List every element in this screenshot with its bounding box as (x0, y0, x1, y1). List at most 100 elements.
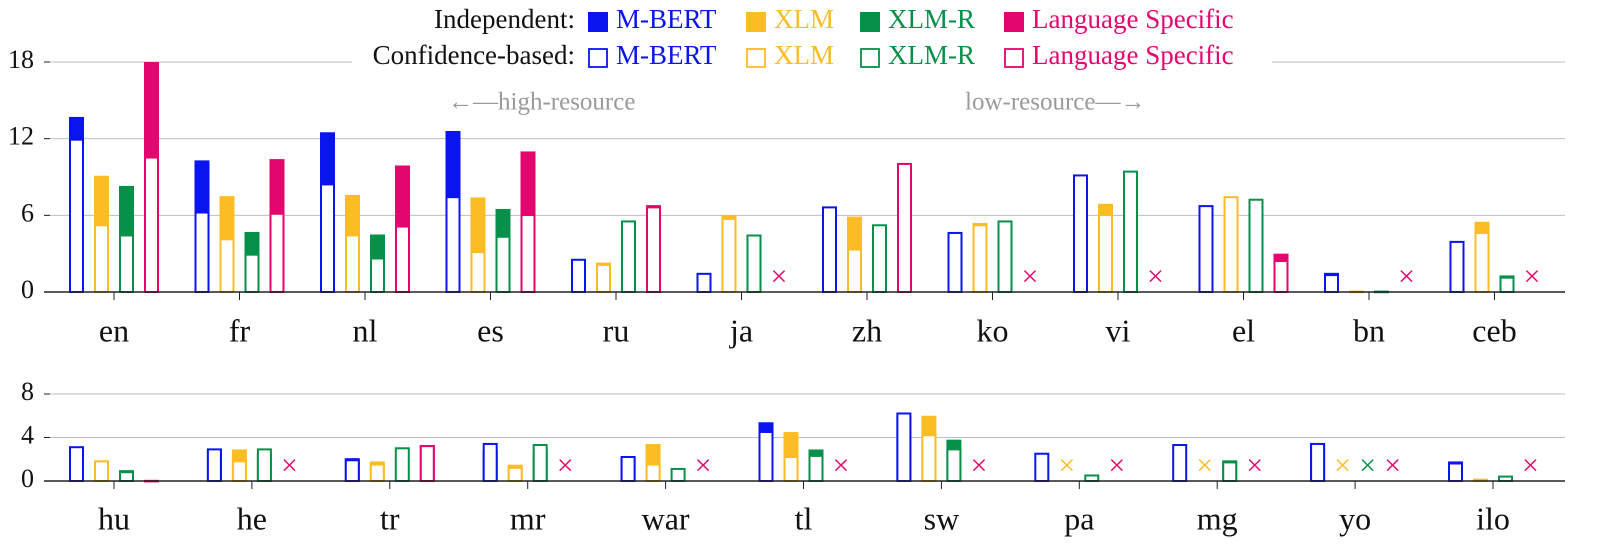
bar-confidence-xlmr-war (670, 467, 686, 483)
x-tick-label-war: war (642, 500, 690, 536)
bar-confidence-xlmr-el (1248, 198, 1264, 294)
bar-confidence-mbert-tr (344, 459, 360, 482)
x-tick-label-tl: tl (795, 500, 813, 536)
bar-confidence-mbert-zh (822, 206, 837, 293)
bar-confidence-mbert-he (206, 448, 222, 482)
bar-confidence-mbert-nl (320, 183, 335, 293)
bar-confidence-xlm-fr (219, 238, 235, 293)
bar-confidence-mbert-es (445, 196, 461, 294)
legend-swatch-independent-mbert (588, 12, 608, 32)
bar-confidence-mbert-ceb (1449, 240, 1465, 293)
legend-label-independent-language-specific: Language Specific (1032, 4, 1234, 34)
bar-confidence-xlm-es (470, 251, 486, 294)
bar-confidence-xlmr-es (495, 235, 511, 293)
missing-marker-language-specific-ceb: × (1524, 260, 1541, 293)
x-tick-label-ko: ko (977, 312, 1009, 348)
legend-items: M-BERT M-BERT XLM XLM XLM-R XLM-R Language Spe… (588, 4, 1234, 70)
x-tick-label-mg: mg (1197, 500, 1238, 536)
bar-confidence-xlmr-mg (1222, 461, 1238, 482)
x-tick-label-tr: tr (380, 500, 400, 536)
x-tick-label-pa: pa (1064, 500, 1094, 536)
bar-confidence-language-specific-zh (897, 162, 912, 293)
bar-confidence-mbert-ko (947, 231, 963, 293)
bar-confidence-xlm-vi (1098, 214, 1113, 293)
bar-confidence-xlmr-fr (244, 253, 260, 294)
x-tick-label-ja: ja (729, 312, 753, 348)
y-tick-label: 0 (21, 464, 34, 493)
bar-confidence-xlm-tr (369, 463, 385, 483)
bar-confidence-xlm-ja (721, 217, 737, 293)
legend-label-confidence-xlmr: XLM-R (888, 40, 975, 70)
legend-swatch-independent-language-specific (1004, 12, 1024, 32)
x-tick-label-bn: bn (1353, 312, 1385, 348)
bar-confidence-mbert-bn (1324, 274, 1339, 294)
legend-swatch-confidence-language-specific (1004, 48, 1024, 68)
legend-swatch-independent-xlm (746, 12, 766, 32)
missing-marker-language-specific-mr: × (557, 449, 574, 482)
bar-confidence-mbert-mr (482, 442, 498, 482)
bar-confidence-mbert-pa (1034, 452, 1050, 483)
bar-confidence-xlmr-sw (946, 448, 962, 482)
legend-label-confidence-mbert: M-BERT (616, 40, 717, 70)
bar-confidence-xlmr-ru (621, 220, 636, 293)
legend-label-confidence-xlm: XLM (774, 40, 834, 70)
x-tick-label-he: he (237, 500, 267, 536)
legend-confidence-label: Confidence-based: (373, 40, 575, 70)
missing-marker-language-specific-he: × (281, 449, 298, 482)
missing-marker-language-specific-ja: × (771, 260, 788, 293)
missing-marker-xlm-pa: × (1058, 449, 1075, 482)
x-tick-label-en: en (99, 312, 129, 348)
legend-label-independent-xlmr: XLM-R (888, 4, 975, 34)
bar-confidence-mbert-ilo (1448, 462, 1463, 483)
bar-confidence-mbert-hu (69, 446, 84, 483)
bar-confidence-xlm-ru (596, 263, 611, 293)
legend-independent-label: Independent: (434, 4, 575, 34)
resource-annotations: ←—high-resource low-resource—→ (448, 89, 1146, 116)
x-tick-label-yo: yo (1339, 500, 1371, 536)
bar-confidence-mbert-ru (571, 258, 586, 293)
bar-confidence-xlm-he (231, 460, 247, 482)
legend-swatch-confidence-xlmr (860, 48, 880, 68)
bar-confidence-xlm-el (1223, 196, 1239, 294)
bar-confidence-xlmr-pa (1084, 474, 1100, 483)
missing-marker-language-specific-vi: × (1147, 260, 1164, 293)
bar-confidence-xlm-nl (345, 234, 360, 293)
legend-label-confidence-language-specific: Language Specific (1032, 40, 1234, 70)
legend-swatch-independent-xlmr (860, 12, 880, 32)
missing-marker-language-specific-ilo: × (1522, 449, 1539, 482)
x-tick-label-ru: ru (603, 312, 630, 348)
y-tick-label: 0 (21, 275, 34, 304)
missing-marker-language-specific-ko: × (1022, 260, 1039, 293)
missing-marker-xlmr-yo: × (1359, 449, 1376, 482)
bar-confidence-mbert-mg (1172, 444, 1188, 482)
bar-confidence-xlm-tl (783, 455, 799, 482)
bar-confidence-language-specific-el (1273, 260, 1289, 293)
bar-confidence-language-specific-es (520, 214, 536, 293)
x-tick-label-nl: nl (353, 312, 378, 348)
missing-marker-language-specific-war: × (695, 449, 712, 482)
bar-confidence-xlm-zh (847, 248, 862, 293)
bar-confidence-mbert-el (1198, 205, 1214, 293)
x-tick-label-mr: mr (510, 500, 546, 536)
bar-confidence-xlm-en (94, 224, 109, 293)
missing-marker-language-specific-mg: × (1246, 449, 1263, 482)
x-tick-label-fr: fr (229, 312, 251, 348)
y-tick-label: 6 (21, 198, 34, 227)
bar-confidence-xlmr-he (256, 448, 272, 482)
bar-confidence-mbert-ja (696, 272, 712, 294)
bar-confidence-xlmr-ja (746, 234, 762, 293)
legend-label-independent-mbert: M-BERT (616, 4, 717, 34)
x-tick-label-vi: vi (1106, 312, 1131, 348)
bar-confidence-mbert-vi (1073, 174, 1088, 293)
bar-confidence-xlmr-ko (997, 220, 1013, 293)
bar-confidence-xlm-ko (972, 224, 988, 293)
y-tick-label: 4 (21, 420, 34, 449)
missing-marker-language-specific-yo: × (1384, 449, 1401, 482)
x-tick-label-el: el (1232, 312, 1255, 348)
bar-confidence-mbert-fr (194, 211, 210, 293)
x-tick-label-zh: zh (852, 312, 882, 348)
y-tick-label: 8 (21, 377, 34, 406)
bar-confidence-mbert-en (69, 138, 84, 293)
missing-marker-language-specific-bn: × (1398, 260, 1415, 293)
